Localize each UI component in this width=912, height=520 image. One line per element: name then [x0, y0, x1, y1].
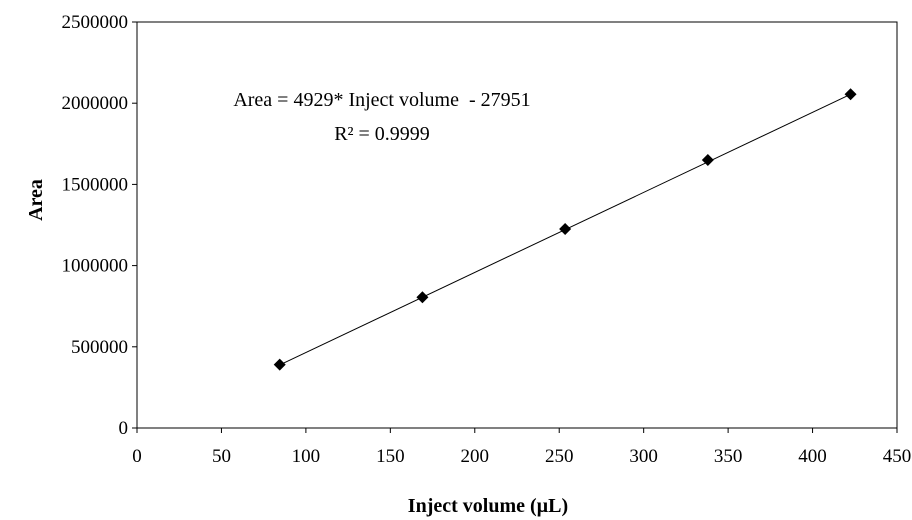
x-tick-label: 0: [132, 446, 142, 467]
y-tick-label: 500000: [71, 337, 128, 358]
x-tick-label: 300: [629, 446, 658, 467]
y-tick-label: 1000000: [62, 256, 129, 277]
r-squared-annotation: R² = 0.9999: [334, 123, 430, 145]
data-point: [559, 223, 572, 236]
plot-area: [136, 21, 898, 429]
y-tick-label: 2000000: [62, 93, 129, 114]
x-tick-label: 450: [883, 446, 912, 467]
y-tick-label: 0: [119, 418, 129, 439]
x-tick-label: 250: [545, 446, 574, 467]
y-axis-ticks: 0 500000 1000000 1500000 2000000 2500000: [62, 12, 137, 439]
x-tick-label: 100: [292, 446, 321, 467]
equation-annotation: Area = 4929* Inject volume - 27951: [233, 89, 530, 111]
data-point: [416, 291, 429, 304]
x-tick-label: 200: [461, 446, 490, 467]
y-axis-title: Area: [25, 179, 47, 221]
x-axis-title: Inject volume (µL): [408, 495, 568, 517]
x-tick-label: 400: [798, 446, 827, 467]
y-tick-label: 1500000: [62, 174, 129, 195]
data-point: [273, 358, 286, 371]
data-point: [701, 154, 714, 167]
x-tick-label: 50: [212, 446, 231, 467]
y-tick-label: 2500000: [62, 12, 129, 33]
x-tick-label: 150: [376, 446, 405, 467]
data-points: [273, 88, 857, 371]
data-point: [844, 88, 857, 101]
x-axis-ticks: 0 50 100 150 200 250 300 350 400 450: [132, 428, 911, 467]
x-tick-label: 350: [714, 446, 743, 467]
